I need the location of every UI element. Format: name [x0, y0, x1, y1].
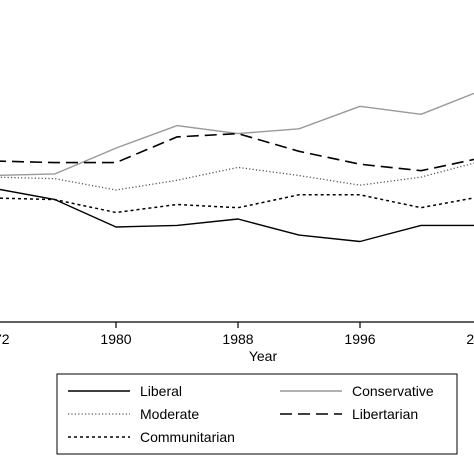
x-tick-label-1972: 1972 — [0, 331, 10, 347]
legend-label-conservative: Conservative — [352, 383, 434, 399]
x-tick-label-2004: 2004 — [466, 331, 474, 347]
x-axis: 1972 1980 1988 1996 2004 — [0, 321, 474, 347]
x-axis-title: Year — [249, 348, 278, 364]
plot-area — [0, 92, 474, 243]
legend: Liberal Conservative Moderate Libertarian Co… — [56, 373, 458, 455]
x-tick-label-1988: 1988 — [222, 331, 253, 347]
legend-box — [56, 373, 458, 455]
x-tick-label-1996: 1996 — [344, 331, 375, 347]
series-line-libertarian — [0, 132, 474, 172]
series-line-communitarian — [0, 194, 474, 214]
series-line-conservative — [0, 92, 474, 177]
legend-label-liberal: Liberal — [140, 383, 182, 399]
series-line-moderate — [0, 162, 474, 191]
legend-label-communitarian: Communitarian — [140, 429, 235, 445]
legend-label-moderate: Moderate — [140, 406, 199, 422]
series-line-liberal — [0, 188, 474, 243]
x-tick-label-1980: 1980 — [100, 331, 131, 347]
legend-label-libertarian: Libertarian — [352, 406, 418, 422]
